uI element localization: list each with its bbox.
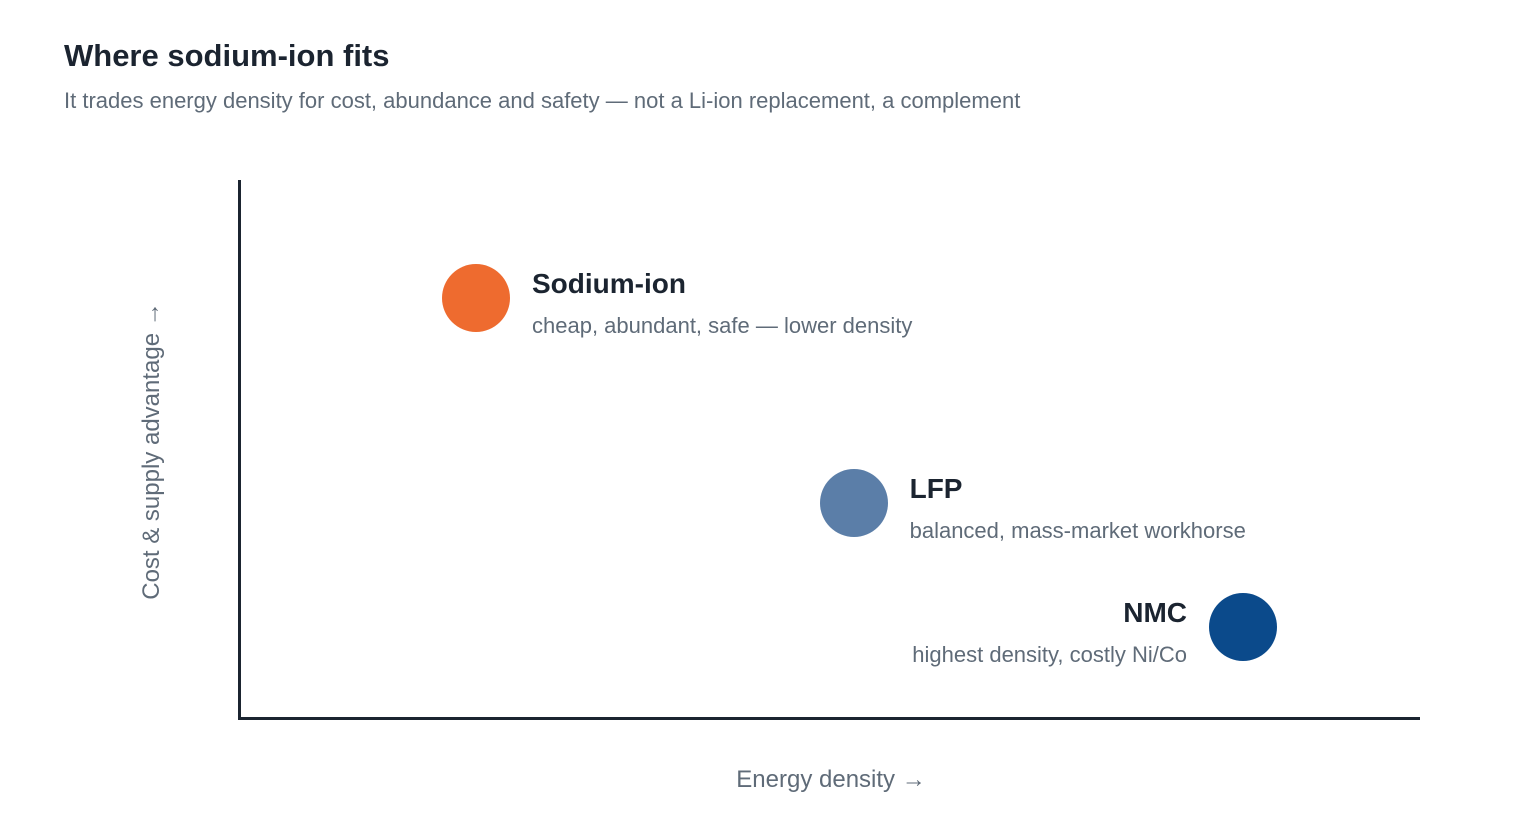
point-label-sodium-ion: Sodium-ion [532, 268, 686, 300]
chart-subtitle: It trades energy density for cost, abund… [64, 88, 1021, 113]
point-sodium-ion [442, 264, 510, 333]
chart-title: Where sodium-ion fits [64, 38, 390, 73]
point-description-sodium-ion: cheap, abundant, safe — lower density [532, 313, 913, 339]
point-nmc [1209, 592, 1277, 661]
point-description-lfp: balanced, mass-market workhorse [909, 517, 1246, 543]
point-label-nmc: NMC [1123, 596, 1187, 628]
y-axis-label: Cost & supply advantage → [138, 302, 165, 600]
x-axis-line [238, 717, 1420, 720]
x-axis-label: Energy density → [736, 766, 926, 793]
y-axis-line [238, 180, 241, 720]
point-description-nmc: highest density, costly Ni/Co [912, 641, 1187, 667]
point-label-lfp: LFP [909, 472, 963, 504]
point-lfp [819, 468, 888, 537]
